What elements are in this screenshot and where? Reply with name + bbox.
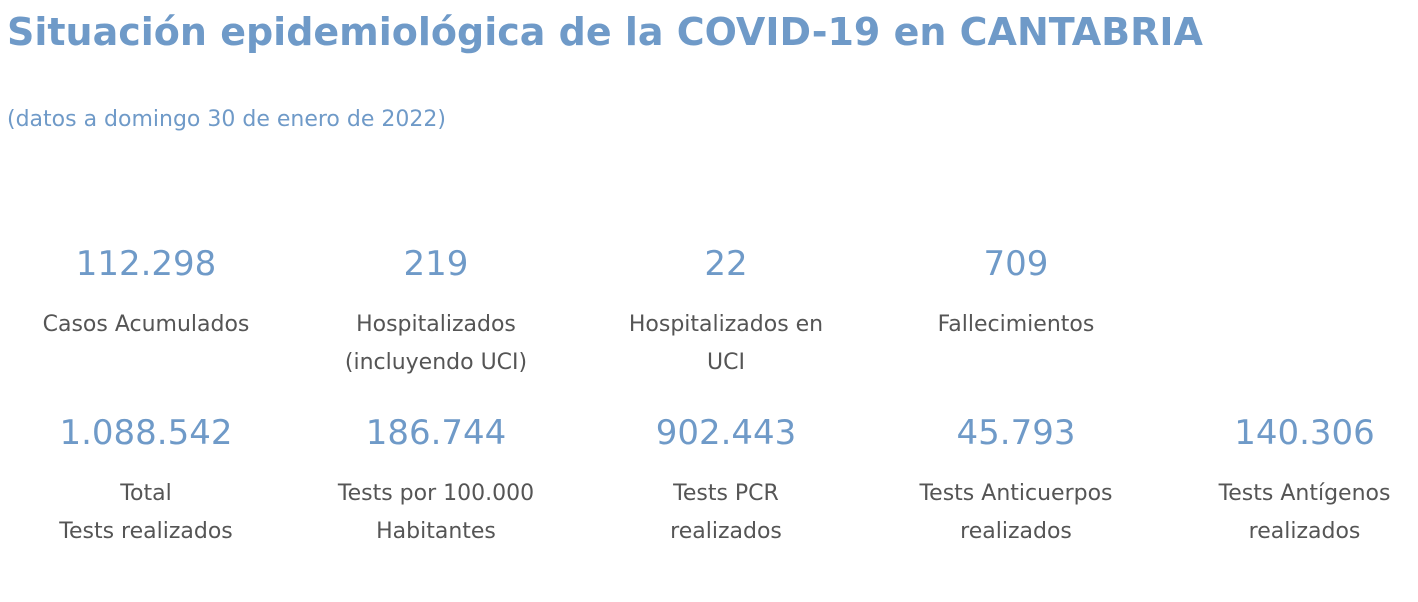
stat-value: 45.793 [956, 413, 1076, 453]
stat-label-line: realizados [670, 519, 782, 544]
stat-casos-acumulados: 112.298 Casos Acumulados [1, 242, 291, 344]
stat-label: Tests Anticuerpos realizados [871, 475, 1161, 551]
stat-label-line: realizados [1248, 519, 1361, 544]
stat-label-line: Tests PCR [673, 481, 779, 506]
stat-label-line: Tests Antígenos [1218, 481, 1391, 506]
stat-label: Tests Antígenos realizados [1121, 475, 1418, 551]
stat-label: Total Tests realizados [1, 475, 291, 551]
stat-fallecimientos: 709 Fallecimientos [871, 242, 1161, 344]
stat-label: Tests PCR realizados [581, 475, 871, 551]
stat-value: 709 [983, 244, 1049, 284]
stat-value: 1.088.542 [59, 413, 233, 453]
page-title: Situación epidemiológica de la COVID-19 … [7, 10, 1203, 54]
stat-label-line: Tests por 100.000 [337, 481, 535, 506]
stat-label: Casos Acumulados [1, 306, 291, 344]
stat-label-line: UCI [707, 350, 745, 375]
stat-label-line: (incluyendo UCI) [344, 350, 528, 375]
stat-label-line: Fallecimientos [937, 312, 1095, 337]
stat-label-line: Total [120, 481, 172, 506]
stat-value: 112.298 [75, 244, 217, 284]
stat-tests-pcr: 902.443 Tests PCR realizados [581, 411, 871, 551]
stat-label: Tests por 100.000 Habitantes [291, 475, 581, 551]
stat-label-line: Hospitalizados en [628, 312, 824, 337]
stat-value: 22 [704, 244, 748, 284]
stat-label-line: Tests Anticuerpos [919, 481, 1113, 506]
page-subtitle: (datos a domingo 30 de enero de 2022) [7, 107, 446, 132]
stat-value: 186.744 [365, 413, 507, 453]
stat-label-line: realizados [960, 519, 1072, 544]
stat-tests-anticuerpos: 45.793 Tests Anticuerpos realizados [871, 411, 1161, 551]
stat-tests-antigenos: 140.306 Tests Antígenos realizados [1121, 411, 1418, 551]
stat-hospitalizados: 219 Hospitalizados (incluyendo UCI) [291, 242, 581, 382]
stat-label: Fallecimientos [871, 306, 1161, 344]
stat-label-line: Casos Acumulados [42, 312, 250, 337]
stat-value: 902.443 [655, 413, 797, 453]
stat-label-line: Hospitalizados [356, 312, 516, 337]
stat-tests-por-100000: 186.744 Tests por 100.000 Habitantes [291, 411, 581, 551]
stat-label-line: Tests realizados [59, 519, 233, 544]
stat-value: 140.306 [1234, 413, 1375, 453]
stat-label-line: Habitantes [376, 519, 496, 544]
stat-label: Hospitalizados (incluyendo UCI) [291, 306, 581, 382]
stat-total-tests: 1.088.542 Total Tests realizados [1, 411, 291, 551]
stat-value: 219 [403, 244, 469, 284]
stat-hospitalizados-uci: 22 Hospitalizados en UCI [581, 242, 871, 382]
stat-label: Hospitalizados en UCI [581, 306, 871, 382]
